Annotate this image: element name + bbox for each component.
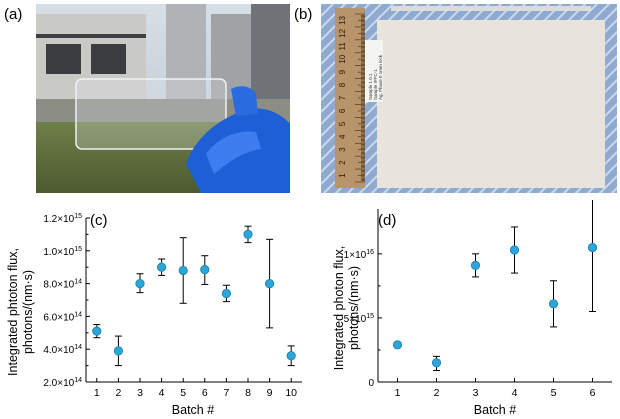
chart-c-ylabel-line-2: photons/(nm·s) [21,270,35,354]
chart-c-ytick-label: 8.0×1014 [43,279,82,291]
chart-d-xlabel: Batch # [474,403,516,417]
sample-tag-line-3: Ag, Phase 0 1mm lock [378,54,383,100]
chart-d-data-point [431,358,442,368]
chart-c-data-point [200,265,210,275]
chart-d-marks [392,200,598,371]
ruler-ticks [355,13,365,183]
chart-c-xtick-label: 6 [202,387,208,399]
chart-c-xtick-label: 9 [267,387,273,399]
chart-c-xtick-label: 2 [115,387,121,399]
ruler-number: 4 [338,134,347,139]
chart-d-ytick-label: 1×1016 [344,249,374,261]
panel-label-a: (a) [4,6,23,23]
chart-c-xtick-label: 10 [285,387,297,399]
ruler-number: 11 [338,42,347,51]
chart-c-data-point [221,288,231,299]
chart-c-ytick-label: 4.0×1014 [43,344,82,356]
chart-d-xtick-label: 6 [590,387,596,399]
chart-c-data-point [157,262,167,272]
photo-b: 13 12 11 10 9 8 7 6 5 4 3 2 1 Sample 1.0.1 Sample IP… [321,4,617,193]
chart-c-data-point [286,351,296,361]
chart-d-xtick-label: 2 [434,387,440,399]
photo-a-scene [36,4,290,193]
chart-d-ytick-label: 5×1015 [344,313,374,325]
chart-c-xtick-label: 7 [223,387,229,399]
chart-c-marks [92,225,296,367]
ruler-number: 13 [338,15,347,24]
ruler-number: 8 [338,82,347,87]
ruler-number: 2 [338,160,347,165]
sample-tag-line-2: Sample IPFC-1 [373,69,378,100]
sample-tag: Sample 1.0.1 Sample IPFC-1 Ag, Phase 0 1… [368,54,383,100]
chart-d-data-point [548,299,559,309]
chart-c-xtick-label: 8 [245,387,251,399]
chart-d-xtick-label: 4 [512,387,518,399]
panel-label-c: (c) [90,212,108,229]
chart-c-xtick-label: 5 [180,387,186,399]
ruler-number: 3 [338,147,347,152]
chart-d-data-point [392,340,403,350]
chart-c-data-point [113,346,124,356]
chart-c-ylabel-line-1: Integrated phtoton flux, [6,248,20,376]
panel-label-d: (d) [378,212,397,229]
ruler-number: 6 [338,108,347,113]
chart-c: 2.0×1014 4.0×1014 6.0×1014 8.0×1014 1.0×1015… [6,213,302,417]
chart-c-ytick-label: 6.0×1014 [43,311,82,323]
chart-c-xlabel: Batch # [172,403,214,417]
chart-d-ytick-label: 0 [368,378,374,389]
chart-c-data-point [178,265,188,276]
ruler-number: 9 [338,69,347,74]
chart-d-xtick-label: 5 [551,387,557,399]
chart-c-data-point [243,229,253,240]
chart-c-ytick-label: 1.2×1015 [43,213,82,225]
chart-d: 0 5×1015 1×1016 1 2 3 4 5 6 Integrated photon fl… [332,200,612,417]
chart-d-data-point [509,245,520,255]
panel-label-b: (b) [294,6,313,23]
chart-d-ylabel-line-2: photons/(nm·s) [347,266,361,350]
chart-c-xtick-label: 4 [159,387,165,399]
photo-a [36,4,290,193]
chart-d-data-point [587,242,598,253]
chart-d-data-point [470,260,481,270]
ruler-number: 1 [338,173,347,178]
ruler-number: 7 [338,95,347,100]
chart-c-ytick-label: 2.0×1014 [43,377,82,389]
chart-d-xtick-label: 1 [395,387,401,399]
photo-b-scene: 13 12 11 10 9 8 7 6 5 4 3 2 1 Sample 1.0.1 Sample IP… [321,4,617,193]
chart-d-ylabel-line-1: Integrated photon flux, [332,246,346,370]
chart-c-data-point [135,279,145,289]
chart-c-xtick-label: 1 [94,387,100,399]
chart-c-data-point [264,279,275,289]
chart-d-xtick-label: 3 [473,387,479,399]
ruler-numbers: 13 12 11 10 9 8 7 6 5 4 3 2 1 [338,15,347,177]
chart-c-ytick-label: 1.0×1015 [43,246,82,258]
chart-c-xtick-label: 3 [137,387,143,399]
chart-c-data-point [92,326,102,336]
chart-d-axes: 0 5×1015 1×1016 1 2 3 4 5 6 [344,209,612,399]
ruler-number: 10 [338,54,347,63]
ruler-number: 12 [338,28,347,37]
chart-c-axes: 2.0×1014 4.0×1014 6.0×1014 8.0×1014 1.0×1015… [43,213,302,399]
sample-tag-line-1: Sample 1.0.1 [368,73,373,100]
ruler-number: 5 [338,121,347,126]
